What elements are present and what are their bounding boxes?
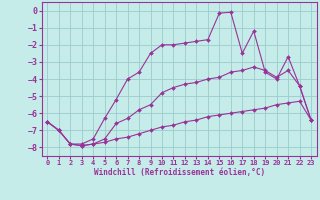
X-axis label: Windchill (Refroidissement éolien,°C): Windchill (Refroidissement éolien,°C) — [94, 168, 265, 177]
